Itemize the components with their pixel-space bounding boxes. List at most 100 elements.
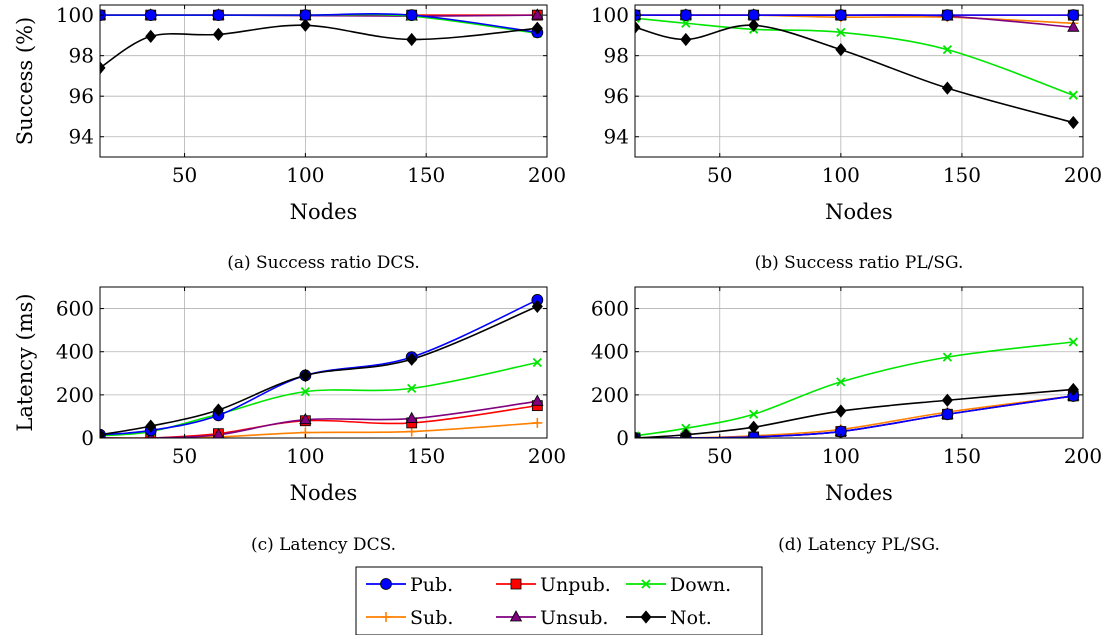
data-point-not	[748, 18, 760, 32]
data-point-down	[836, 27, 846, 37]
data-point-pub	[1067, 9, 1080, 22]
y-tick-label: 200	[56, 383, 94, 407]
x-tick-label: 100	[286, 444, 324, 468]
y-axis-label: Success (%)	[13, 17, 37, 145]
legend-item: Not.	[626, 607, 712, 629]
legend-marker	[509, 610, 523, 622]
legend-marker	[510, 578, 522, 590]
subfigure-caption: (c) Latency DCS.	[251, 535, 396, 555]
data-point-down	[407, 383, 417, 394]
data-point-pub	[144, 9, 157, 22]
data-point-not	[635, 20, 641, 34]
series-line-sub	[635, 395, 1074, 438]
series-line-not	[100, 24, 538, 69]
x-axis-label: Nodes	[825, 200, 893, 224]
axes-frame	[634, 4, 1084, 158]
series-line-unsub	[635, 395, 1074, 438]
series-line-pub	[100, 299, 538, 436]
x-tick-label: 150	[943, 163, 981, 187]
data-point-not	[680, 428, 692, 438]
data-point-not	[680, 32, 692, 47]
data-point-not	[100, 428, 106, 438]
legend-marker	[641, 579, 651, 589]
y-tick-label: 600	[56, 297, 94, 321]
data-point-sub	[532, 417, 543, 428]
data-point-not	[531, 299, 543, 314]
y-tick-label: 600	[591, 297, 629, 321]
legend: Pub. Unpub. Down. Sub. Unsub. Not.	[355, 566, 763, 635]
data-point-down	[942, 352, 953, 362]
data-point-not	[145, 29, 157, 44]
x-tick-label: 150	[943, 444, 981, 468]
chart-panel-0: 50 100 150 200 94 96 98 100 Nodes Success (%) (a) …	[13, 3, 566, 273]
legend-label: Unpub.	[540, 574, 611, 596]
data-point-not	[212, 403, 224, 417]
data-point-not	[299, 18, 311, 32]
data-point-unsub	[531, 8, 544, 20]
y-tick-label: 400	[591, 340, 629, 364]
legend-label: Sub.	[410, 607, 453, 629]
x-tick-label: 100	[286, 163, 324, 187]
data-point-down	[749, 409, 759, 419]
data-point-down	[1068, 337, 1078, 347]
y-axis-label: Latency (ms)	[13, 293, 37, 431]
data-point-not	[100, 61, 106, 75]
x-tick-label: 50	[707, 163, 732, 187]
data-point-pub	[212, 9, 225, 22]
axes-frame	[634, 286, 1084, 439]
x-tick-label: 50	[172, 163, 197, 187]
series-line-unsub	[100, 400, 538, 438]
series-line-down	[635, 17, 1074, 96]
data-point-not	[941, 393, 953, 407]
y-tick-label: 94	[604, 125, 629, 149]
plot-area	[100, 294, 544, 438]
plot-area	[100, 8, 544, 75]
series-line-pub	[635, 395, 1074, 438]
data-point-down	[532, 357, 542, 368]
series-line-down	[635, 341, 1074, 437]
legend-item: Unpub.	[496, 574, 611, 596]
y-tick-label: 94	[69, 125, 94, 149]
series-line-down	[100, 13, 538, 35]
data-point-unsub	[531, 394, 544, 406]
data-point-pub	[941, 9, 954, 22]
chart-panel-3: 50 100 150 200 0 200 400 600 Nodes (d) Latency PL…	[591, 286, 1101, 555]
chart-panel-1: 50 100 150 200 94 96 98 100 Nodes (b) Success rat…	[591, 3, 1101, 273]
legend-box	[355, 566, 763, 635]
legend-item: Down.	[626, 574, 731, 596]
x-tick-label: 100	[822, 163, 860, 187]
legend-label: Pub.	[410, 574, 453, 596]
data-point-down	[681, 18, 691, 28]
legend-marker	[381, 612, 391, 622]
x-tick-label: 200	[528, 163, 566, 187]
series-line-not	[635, 388, 1074, 438]
x-tick-label: 50	[707, 444, 732, 468]
legend-item: Pub.	[366, 574, 453, 596]
x-axis-label: Nodes	[290, 481, 358, 505]
x-tick-label: 200	[1064, 163, 1101, 187]
y-tick-label: 98	[69, 44, 94, 68]
data-point-pub	[834, 9, 847, 22]
data-point-unsub	[212, 427, 224, 438]
legend-label: Unsub.	[540, 607, 608, 629]
legend-marker	[640, 610, 652, 624]
x-tick-label: 200	[528, 444, 566, 468]
axes-frame	[99, 4, 548, 158]
data-point-not	[212, 27, 224, 42]
data-point-not	[1067, 115, 1079, 130]
data-point-unsub	[1067, 20, 1080, 32]
data-point-down	[1068, 90, 1078, 100]
y-tick-label: 100	[56, 3, 94, 27]
y-tick-label: 100	[591, 3, 629, 27]
data-point-not	[635, 431, 641, 438]
x-tick-label: 50	[172, 444, 197, 468]
plot-area	[635, 337, 1080, 438]
data-point-not	[145, 419, 157, 433]
series-line-sub	[635, 14, 1074, 25]
y-tick-label: 0	[616, 426, 629, 450]
y-tick-label: 200	[591, 383, 629, 407]
legend-item: Unsub.	[496, 607, 608, 629]
data-point-not	[941, 81, 953, 95]
data-point-down	[300, 386, 311, 397]
